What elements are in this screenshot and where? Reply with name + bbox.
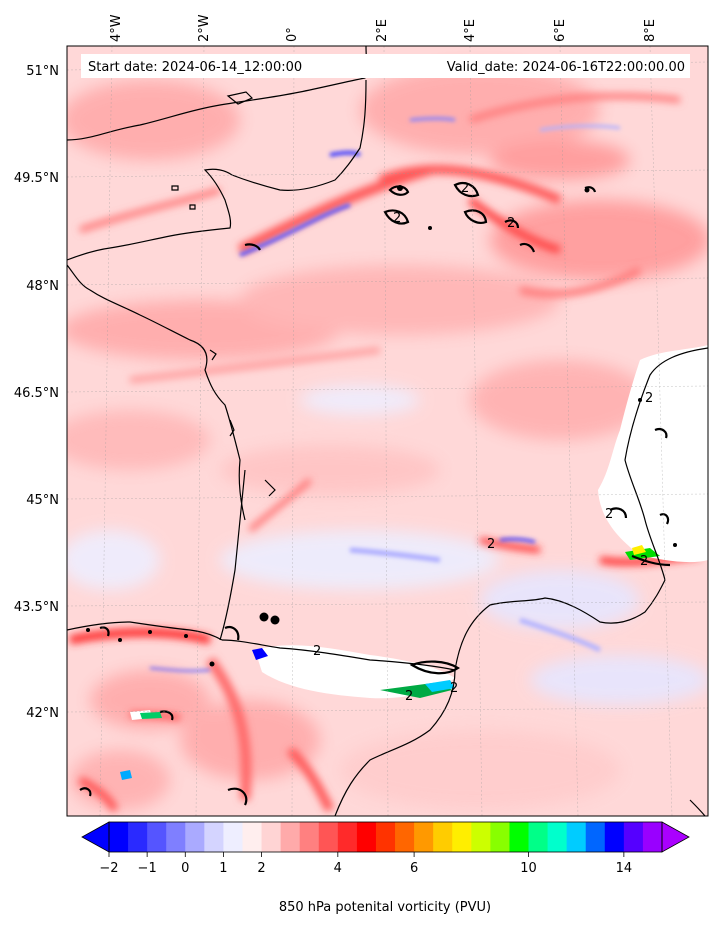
colorbar-cell — [375, 822, 396, 852]
colorbar-tick-label: 2 — [257, 861, 265, 876]
colorbar-frame — [108, 821, 663, 853]
lon-label: 2°W — [197, 14, 212, 42]
colorbar-cell — [318, 822, 339, 852]
colorbar-cell — [147, 822, 167, 852]
colorbar-cell — [566, 822, 587, 852]
lon-label: 2°E — [375, 19, 390, 42]
lat-label: 48°N — [26, 279, 59, 294]
map-panel: 2 2 2 2 2 2 2 2 2 2 — [67, 46, 708, 816]
latitude-axis: 51°N 49.5°N 48°N 46.5°N 45°N 43.5°N 42°N — [14, 64, 59, 721]
svg-text:2: 2 — [640, 554, 648, 569]
masked-terrain — [120, 345, 708, 780]
colorbar-cell — [642, 822, 663, 852]
colorbar-cell — [280, 822, 301, 852]
colorbar-tick-label: 1 — [219, 861, 227, 876]
colorbar-cell — [509, 822, 530, 852]
colorbar-extend-high — [661, 821, 690, 853]
contour-lines — [79, 181, 671, 806]
valid-date-label: Valid_date: 2024-06-16T22:00:00.00 — [447, 60, 685, 75]
svg-text:2: 2 — [393, 211, 401, 226]
lat-label: 42°N — [26, 706, 59, 721]
colorbar-cell — [109, 822, 129, 852]
colorbar-tick-label: 6 — [410, 861, 418, 876]
colorbar-ticks: −2 −1 0 1 2 4 6 10 14 — [99, 852, 632, 876]
header-box: Start date: 2024-06-14_12:00:00 Valid_da… — [81, 54, 690, 78]
colorbar-cell — [547, 822, 568, 852]
lon-label: 4°E — [463, 19, 478, 42]
colorbar-cell — [395, 822, 415, 852]
colorbar-cell — [223, 822, 243, 852]
colorbar-cell — [356, 822, 377, 852]
colorbar-cell — [242, 822, 263, 852]
colorbar-cell — [166, 822, 186, 852]
colorbar-cell — [585, 822, 606, 852]
colorbar-cell — [471, 822, 491, 852]
svg-text:2: 2 — [487, 537, 495, 552]
colorbar-tick-label: −2 — [99, 861, 118, 876]
colorbar-cell — [299, 822, 320, 852]
svg-text:2: 2 — [313, 644, 321, 659]
lon-label: 0° — [285, 27, 300, 42]
lat-label: 51°N — [26, 64, 59, 79]
svg-text:2: 2 — [605, 507, 613, 522]
lat-label: 43.5°N — [14, 600, 59, 615]
colorbar-tick-label: 0 — [181, 861, 189, 876]
colorbar-cell — [490, 822, 510, 852]
colorbar-tick-label: 14 — [616, 861, 633, 876]
colorbar-extend-low — [81, 821, 110, 853]
lat-label: 46.5°N — [14, 386, 59, 401]
lat-label: 49.5°N — [14, 171, 59, 186]
colorbar-cell — [414, 822, 434, 852]
gridlines — [67, 46, 708, 816]
longitude-axis: 4°W 2°W 0° 2°E 4°E 6°E 8°E — [109, 14, 658, 42]
colorbar-cell — [204, 822, 224, 852]
lon-label: 4°W — [109, 14, 124, 42]
colorbar-cell — [128, 822, 148, 852]
colorbar-cell — [452, 822, 472, 852]
alps-mask — [598, 345, 708, 563]
colorbar-cell — [604, 822, 625, 852]
start-date-label: Start date: 2024-06-14_12:00:00 — [88, 60, 302, 75]
svg-text:2: 2 — [450, 681, 458, 696]
colorbar-cell — [185, 822, 205, 852]
svg-text:2: 2 — [461, 181, 469, 196]
colorbar: −2 −1 0 1 2 4 6 10 14 850 hPa potenital vorticit… — [81, 821, 690, 915]
colorbar-cell — [623, 822, 644, 852]
lon-label: 6°E — [553, 19, 568, 42]
colorbar-tick-label: 10 — [520, 861, 537, 876]
svg-text:2: 2 — [507, 216, 515, 231]
lon-label: 8°E — [643, 19, 658, 42]
pyrenees-mask — [255, 645, 455, 699]
colorbar-title: 850 hPa potenital vorticity (PVU) — [279, 900, 491, 915]
svg-text:2: 2 — [405, 689, 413, 704]
colorbar-cell — [528, 822, 549, 852]
lat-label: 45°N — [26, 493, 59, 508]
colorbar-cells — [109, 822, 663, 852]
colorbar-cell — [337, 822, 358, 852]
colorbar-tick-label: 4 — [334, 861, 342, 876]
pv-field — [67, 65, 708, 813]
svg-text:2: 2 — [645, 391, 653, 406]
contour-dots — [86, 185, 677, 667]
map-frame — [66, 45, 709, 817]
colorbar-tick-label: −1 — [138, 861, 157, 876]
contour-labels: 2 2 2 2 2 2 2 2 2 2 — [313, 181, 653, 704]
colorbar-cell — [261, 822, 282, 852]
colorbar-cell — [433, 822, 453, 852]
